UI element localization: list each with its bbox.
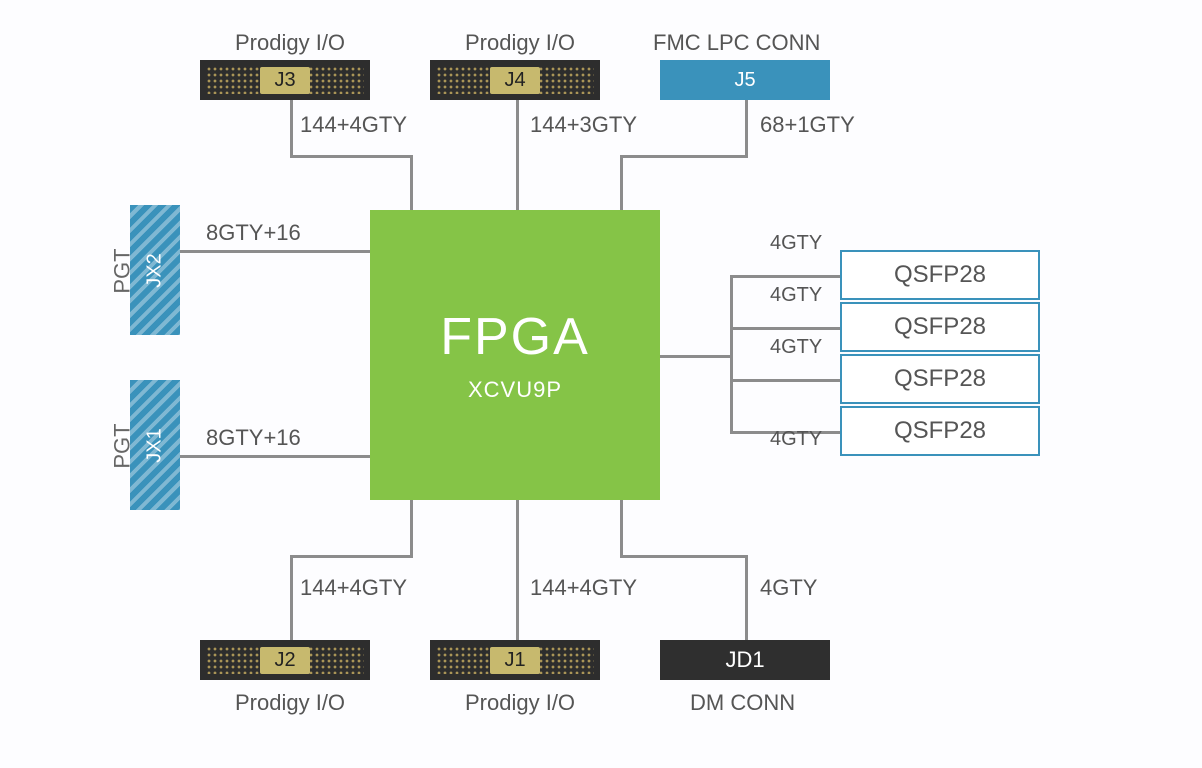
connector-line <box>730 275 733 434</box>
pgt-side-label: PGT <box>110 248 136 293</box>
connector-label: J2 <box>260 647 309 674</box>
connector-line <box>410 155 413 210</box>
connector-label: J5 <box>734 69 755 92</box>
connector-line <box>745 140 748 155</box>
connector-j3: J3 <box>200 60 370 100</box>
connector-jd1: JD1 <box>660 640 830 680</box>
connector-line <box>745 600 748 640</box>
signal-label: 8GTY+16 <box>206 220 301 246</box>
signal-label: 4GTY <box>770 284 822 307</box>
connector-line <box>620 155 623 210</box>
qsfp-box: QSFP28 <box>840 302 1040 352</box>
connector-title: Prodigy I/O <box>465 690 575 716</box>
connector-line <box>516 500 519 600</box>
signal-label: 4GTY <box>760 575 817 601</box>
connector-label: J3 <box>260 67 309 94</box>
connector-line <box>516 140 519 210</box>
connector-label: JD1 <box>725 647 764 673</box>
connector-title: Prodigy I/O <box>235 690 345 716</box>
connector-line <box>620 155 748 158</box>
pgt-jx1: JX1 <box>130 380 180 510</box>
connector-j2: J2 <box>200 640 370 680</box>
connector-title: Prodigy I/O <box>465 30 575 56</box>
connector-line <box>290 600 293 640</box>
signal-label: 68+1GTY <box>760 112 855 138</box>
qsfp-box: QSFP28 <box>840 354 1040 404</box>
pgt-conn-label: JX1 <box>144 428 167 462</box>
fpga-block: FPGA XCVU9P <box>370 210 660 500</box>
connector-title: FMC LPC CONN <box>653 30 820 56</box>
signal-label: 144+4GTY <box>300 575 407 601</box>
connector-j4: J4 <box>430 60 600 100</box>
connector-line <box>290 555 410 558</box>
signal-label: 4GTY <box>770 336 822 359</box>
qsfp-box: QSFP28 <box>840 250 1040 300</box>
connector-line <box>620 500 623 558</box>
connector-line <box>660 355 733 358</box>
connector-line <box>745 555 748 600</box>
fpga-title: FPGA <box>440 307 590 367</box>
connector-line <box>290 555 293 600</box>
connector-line <box>745 100 748 140</box>
connector-label: J1 <box>490 647 539 674</box>
pgt-side-label: PGT <box>110 423 136 468</box>
pgt-jx2: JX2 <box>130 205 180 335</box>
connector-line <box>730 275 840 278</box>
connector-line <box>290 155 410 158</box>
signal-label: 4GTY <box>770 232 822 255</box>
connector-line <box>180 455 370 458</box>
connector-line <box>290 100 293 140</box>
connector-line <box>410 500 413 558</box>
connector-label: J4 <box>490 67 539 94</box>
connector-line <box>516 600 519 640</box>
fpga-subtitle: XCVU9P <box>468 377 562 403</box>
connector-title: Prodigy I/O <box>235 30 345 56</box>
connector-line <box>620 555 748 558</box>
connector-title: DM CONN <box>690 690 795 716</box>
signal-label: 4GTY <box>770 428 822 451</box>
connector-line <box>516 100 519 140</box>
signal-label: 144+3GTY <box>530 112 637 138</box>
connector-j5: J5 <box>660 60 830 100</box>
signal-label: 144+4GTY <box>300 112 407 138</box>
signal-label: 144+4GTY <box>530 575 637 601</box>
connector-line <box>290 140 293 155</box>
connector-line <box>730 379 840 382</box>
connector-j1: J1 <box>430 640 600 680</box>
connector-line <box>180 250 370 253</box>
qsfp-box: QSFP28 <box>840 406 1040 456</box>
connector-line <box>730 327 840 330</box>
signal-label: 8GTY+16 <box>206 425 301 451</box>
pgt-conn-label: JX2 <box>144 253 167 287</box>
